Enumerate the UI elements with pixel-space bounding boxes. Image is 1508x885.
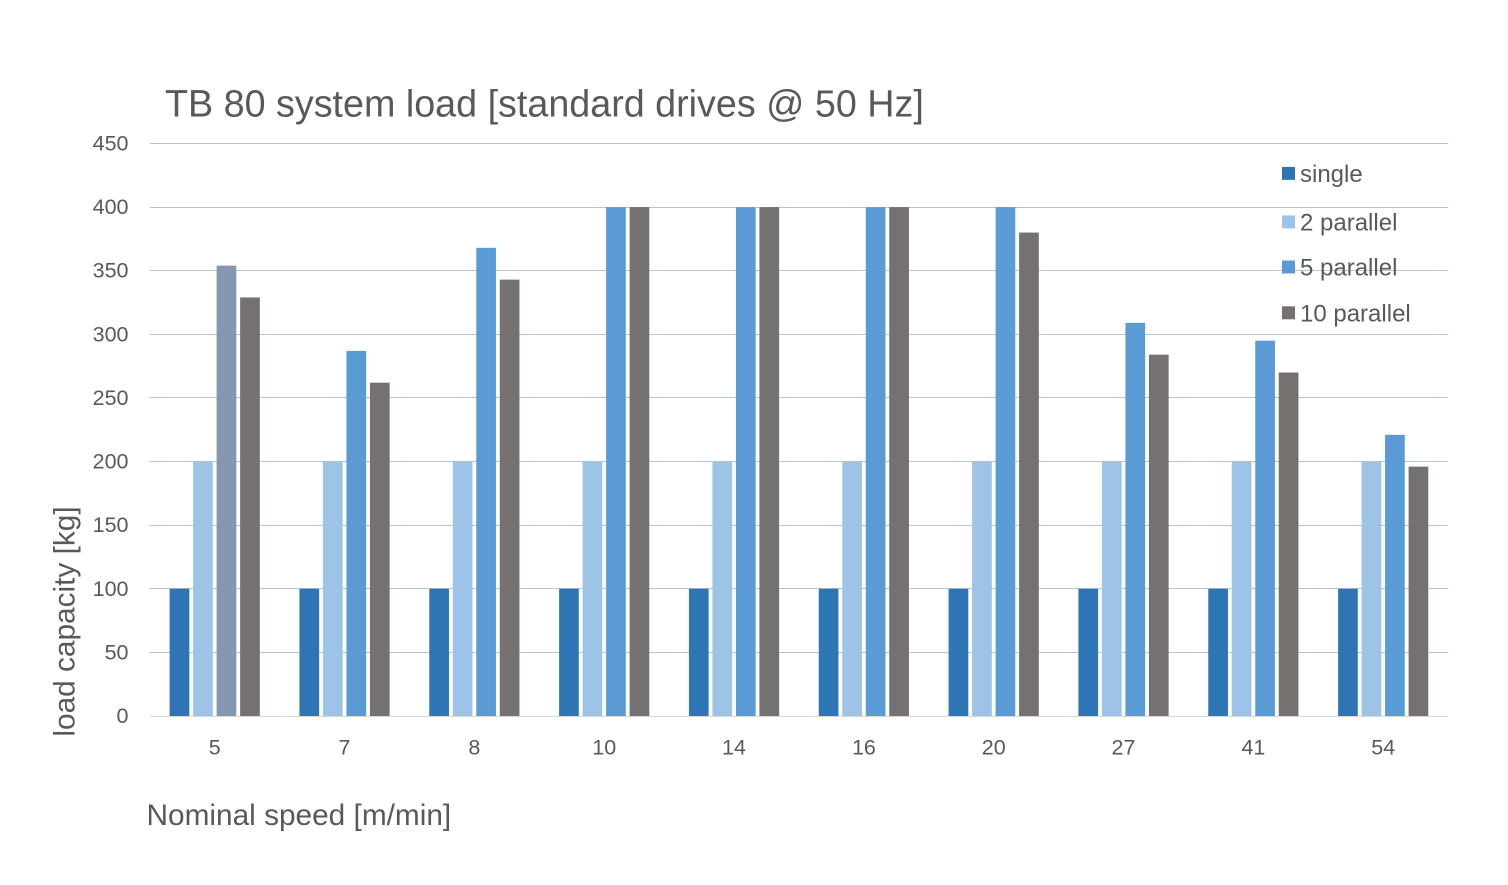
svg-text:14: 14: [722, 736, 746, 760]
svg-text:8: 8: [468, 736, 480, 760]
svg-text:41: 41: [1241, 736, 1265, 760]
svg-text:5 parallel: 5 parallel: [1300, 255, 1397, 282]
svg-text:400: 400: [93, 195, 129, 219]
svg-text:0: 0: [117, 704, 129, 728]
svg-text:Nominal speed [m/min]: Nominal speed [m/min]: [147, 799, 452, 832]
svg-text:200: 200: [93, 450, 129, 474]
svg-text:10: 10: [592, 736, 616, 760]
svg-text:20: 20: [982, 736, 1006, 760]
svg-text:54: 54: [1371, 736, 1395, 760]
svg-text:100: 100: [93, 577, 129, 601]
svg-text:50: 50: [105, 640, 129, 664]
svg-text:250: 250: [93, 386, 129, 410]
svg-text:single: single: [1300, 161, 1363, 188]
svg-text:load capacity [kg]: load capacity [kg]: [49, 506, 82, 736]
svg-text:450: 450: [93, 132, 129, 156]
svg-text:27: 27: [1112, 736, 1136, 760]
svg-text:150: 150: [93, 513, 129, 537]
svg-text:16: 16: [852, 736, 876, 760]
svg-text:10 parallel: 10 parallel: [1300, 300, 1411, 327]
svg-text:TB 80 system load [standard dr: TB 80 system load [standard drives @ 50 …: [165, 83, 924, 125]
svg-text:350: 350: [93, 259, 129, 283]
svg-text:300: 300: [93, 322, 129, 346]
svg-text:2 parallel: 2 parallel: [1300, 209, 1397, 236]
svg-text:5: 5: [209, 736, 221, 760]
svg-text:7: 7: [339, 736, 351, 760]
